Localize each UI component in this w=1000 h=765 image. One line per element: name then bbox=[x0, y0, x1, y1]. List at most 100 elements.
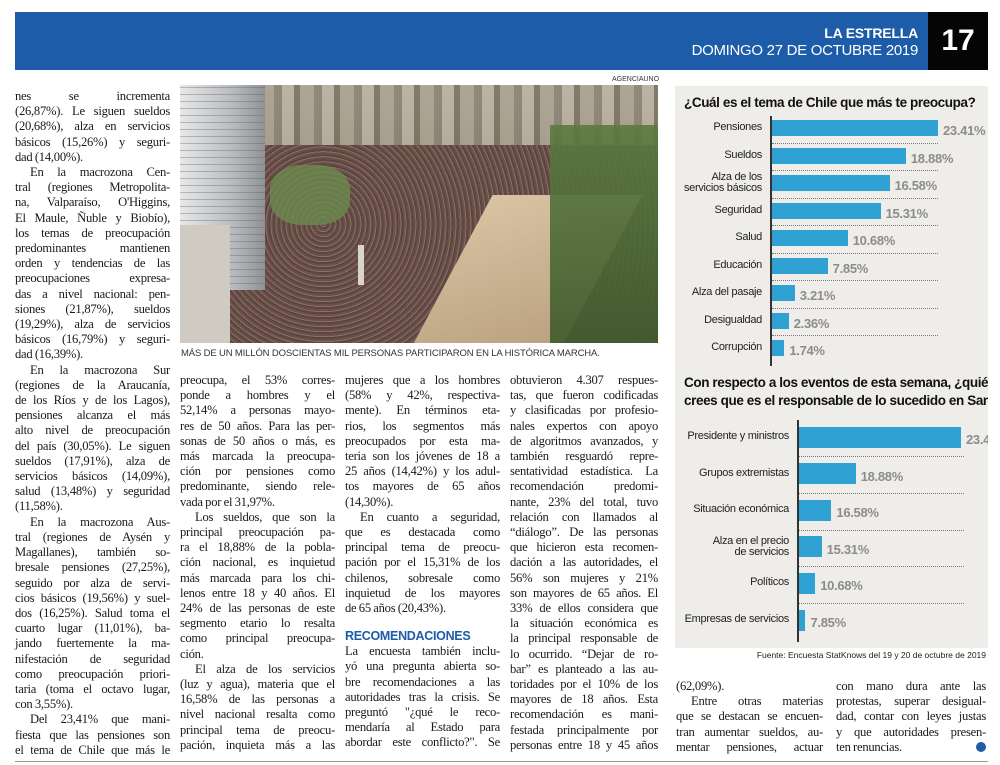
text-line: taria (toma el octavo lugar, bbox=[15, 681, 170, 696]
bar-category-label: Salud bbox=[735, 231, 762, 243]
text-line: el tema de Chile que más le bbox=[15, 742, 170, 757]
bar-value-label: 18.88% bbox=[910, 150, 954, 166]
chart-2-title-line-2: crees que es el responsable de lo sucedi… bbox=[684, 393, 988, 408]
text-line: En la macrozona Cen- bbox=[30, 165, 170, 180]
text-line: principal tema de preocu- bbox=[180, 722, 335, 737]
text-line: En la macrozona Sur bbox=[30, 362, 170, 377]
text-line: nales expertos con apoyo bbox=[510, 418, 658, 433]
bar-value-label: 10.68% bbox=[820, 578, 863, 594]
bar-category-label: Presidente y ministros bbox=[687, 430, 789, 442]
text-line: siones (21,87%), sueldos bbox=[15, 301, 170, 316]
bar-value-label: 7.85% bbox=[832, 260, 869, 276]
text-line: de 65 años (20,43%). bbox=[345, 601, 446, 616]
row-separator bbox=[772, 307, 938, 309]
text-line: tral (regiones de Aysén y bbox=[15, 529, 170, 544]
text-line: seguido por alza de servi- bbox=[15, 575, 170, 590]
text-line: orden y tendencias de las bbox=[15, 256, 170, 271]
text-line: la situación económica es bbox=[510, 616, 658, 631]
text-line: cuarto lugar (11,01%), ba- bbox=[15, 621, 170, 636]
bar-value-label: 18.88% bbox=[860, 468, 904, 484]
row-separator bbox=[799, 456, 964, 458]
chart-2-axis bbox=[797, 420, 799, 642]
text-line: recomendación es mani- bbox=[510, 707, 658, 722]
text-line: mentar pensiones, actuar bbox=[676, 739, 823, 754]
text-line: también resguardó repre- bbox=[510, 449, 658, 464]
text-line: bre recomendaciones a las bbox=[345, 674, 500, 689]
page-number: 17 bbox=[928, 12, 988, 70]
text-line: (26,87%). Le siguen sueldos bbox=[15, 104, 170, 119]
bar-value-label: 16.58% bbox=[894, 178, 938, 193]
text-line: protestas, superar desigual- bbox=[836, 694, 986, 709]
bar bbox=[772, 202, 881, 219]
text-line: como preocupación priori- bbox=[15, 666, 170, 681]
article-column-3: mujeres que a los hombres (58% y 42%, res… bbox=[345, 373, 500, 751]
text-line: la principal responsable de bbox=[510, 631, 658, 646]
text-line: que hicieron esta recomen- bbox=[510, 540, 658, 555]
bar-category-label: Situación económica bbox=[693, 503, 789, 516]
bar bbox=[772, 312, 789, 329]
text-line: con mano dura ante las bbox=[836, 679, 986, 693]
text-line: salud (13,48%) y seguridad bbox=[15, 484, 170, 499]
text-line: 33% de ellos considera que bbox=[510, 601, 658, 616]
bar-value-label: 7.85% bbox=[810, 615, 846, 630]
bar bbox=[772, 120, 938, 136]
bar-value-label: 1.74% bbox=[789, 343, 825, 358]
text-line: nivel nacional resalta como bbox=[180, 707, 335, 722]
bar-category-label: Políticos bbox=[750, 576, 789, 589]
row-separator bbox=[799, 529, 964, 531]
text-line: predominante, siendo rele- bbox=[180, 479, 335, 494]
text-line: con 3,55%). bbox=[15, 697, 73, 712]
bottom-rule bbox=[15, 761, 988, 762]
bar-value-label: 2.36% bbox=[793, 315, 830, 331]
newspaper-name: LA ESTRELLA bbox=[824, 25, 918, 41]
text-line: servicios básicos (14,09%), bbox=[15, 469, 170, 484]
text-line: El Maule, Ñuble y Biobío), bbox=[15, 210, 170, 225]
text-line: yó una pregunta abierta so- bbox=[345, 659, 500, 674]
row-separator bbox=[799, 492, 964, 494]
text-line: jando fuertemente la ma- bbox=[15, 636, 170, 651]
text-line: básicos (16,79%) y seguri- bbox=[15, 332, 170, 347]
text-line: ción por pensiones como bbox=[180, 464, 335, 479]
text-line: básicos (15,26%) y seguri- bbox=[15, 134, 170, 149]
article-end-mark-icon bbox=[976, 742, 986, 753]
text-line: preocupaciones expresa- bbox=[15, 271, 170, 286]
photo-caption: MÁS DE UN MILLÓN DOSCIENTAS MIL PERSONAS… bbox=[181, 348, 600, 359]
bar-value-label: 3.21% bbox=[799, 288, 836, 303]
section-heading: RECOMENDACIONES bbox=[345, 629, 471, 644]
text-line: principal preocupación pa- bbox=[180, 525, 335, 540]
text-line: recomendación predomi- bbox=[510, 479, 658, 494]
article-column-5: (62,09%). Entre otras materias que se dest… bbox=[676, 679, 823, 755]
text-line: del país (30,05%). Le siguen bbox=[15, 438, 170, 453]
text-line: (regiones de la Araucanía, bbox=[15, 377, 170, 392]
row-separator bbox=[772, 142, 938, 144]
article-column-4: obtuvieron 4.307 respues-tas, que fueron… bbox=[510, 373, 658, 753]
text-line: (62,09%). bbox=[676, 679, 725, 693]
text-line: La encuesta también inclu- bbox=[345, 644, 500, 659]
text-line: que es destacada como bbox=[345, 525, 500, 540]
text-line: (58% y 42%, respectiva- bbox=[345, 388, 500, 403]
text-line: bar” es planteado a las au- bbox=[510, 661, 658, 676]
text-line: Los sueldos, que son la bbox=[195, 509, 335, 524]
text-line: segmento etario lo resalta bbox=[180, 616, 335, 631]
bar bbox=[799, 499, 832, 521]
bar-category-label: Grupos extremistas bbox=[699, 466, 789, 479]
row-separator bbox=[772, 197, 938, 199]
text-line: ción. bbox=[180, 646, 204, 661]
text-line: ción nacional, es inquietud bbox=[180, 555, 335, 570]
bar bbox=[799, 609, 806, 631]
bar-category-label: Pensiones bbox=[713, 121, 762, 133]
bar-category-label: Sueldos bbox=[724, 148, 762, 161]
text-line: (14,30%). bbox=[345, 494, 394, 509]
bar-value-label: 15.31% bbox=[885, 205, 929, 221]
text-line: En cuanto a seguridad, bbox=[360, 509, 500, 524]
text-line: bresale pensiones (27,25%), bbox=[15, 560, 170, 575]
row-separator bbox=[772, 170, 938, 172]
text-line: festada principalmente por bbox=[510, 722, 658, 737]
text-line: preguntó "¿qué le reco- bbox=[345, 705, 500, 720]
infographic-panel: ¿Cuál es el tema de Chile que más te pre… bbox=[675, 86, 988, 648]
bar bbox=[799, 463, 856, 485]
text-line: nes se incrementa bbox=[15, 89, 170, 103]
bar-value-label: 16.58% bbox=[836, 505, 879, 521]
text-line: 24% de las personas de este bbox=[180, 601, 335, 616]
text-line: fiesta que las pensiones son bbox=[15, 727, 170, 742]
